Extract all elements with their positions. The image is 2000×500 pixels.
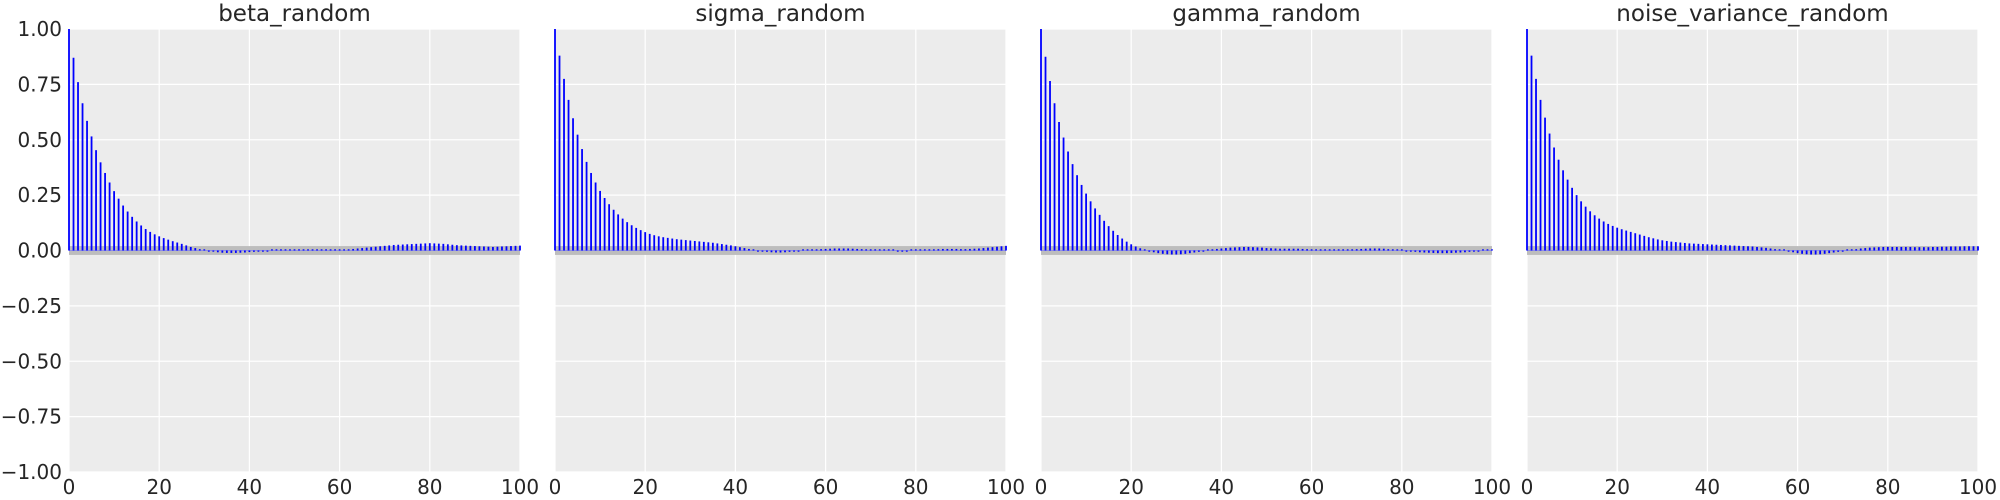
x-tick-label: 80	[1875, 475, 1900, 499]
x-tick-label: 20	[1118, 475, 1143, 499]
x-tick-label: 20	[632, 475, 657, 499]
x-tick-label: 0	[1521, 475, 1534, 499]
y-tick-label: −0.50	[1, 349, 62, 373]
x-tick-label: 40	[723, 475, 748, 499]
x-tick-label: 20	[146, 475, 171, 499]
acf-panel-2: gamma_random 0 20 40 60 80 100	[1035, 1, 1511, 499]
panel-title: noise_variance_random	[1616, 1, 1888, 27]
panel-title: beta_random	[218, 1, 371, 27]
x-tick-label: 20	[1604, 475, 1629, 499]
x-tick-label: 0	[63, 475, 76, 499]
x-tick-label: 80	[1389, 475, 1414, 499]
y-tick-label: −0.75	[1, 405, 62, 429]
x-tick-label: 60	[1299, 475, 1324, 499]
y-tick-label: 0.00	[17, 239, 62, 263]
x-tick-label: 40	[1209, 475, 1234, 499]
x-tick-label: 80	[903, 475, 928, 499]
acf-panel-0: beta_random 0 20 40 60 80 100 1.00 0.75 0.50 0.25 0…	[1, 1, 539, 499]
x-tick-label: 100	[1959, 475, 1997, 499]
panel-title: sigma_random	[695, 1, 865, 27]
x-tick-label: 80	[417, 475, 442, 499]
acf-panel-1: sigma_random 0 20 40 60 80 100	[549, 1, 1025, 499]
x-tick-label: 0	[549, 475, 562, 499]
y-tick-label: −0.25	[1, 294, 62, 318]
x-tick-label: 100	[987, 475, 1025, 499]
y-tick-label: 1.00	[17, 17, 62, 41]
acf-panel-3: noise_variance_random 0 20 40 60 80 100	[1521, 1, 1997, 499]
x-tick-label: 40	[237, 475, 262, 499]
x-tick-label: 60	[813, 475, 838, 499]
x-tick-label: 100	[501, 475, 539, 499]
x-tick-label: 40	[1695, 475, 1720, 499]
y-tick-label: 0.25	[17, 183, 62, 207]
x-tick-label: 0	[1035, 475, 1048, 499]
y-tick-label: 0.50	[17, 128, 62, 152]
y-tick-label: 0.75	[17, 72, 62, 96]
x-tick-label: 100	[1473, 475, 1511, 499]
x-tick-label: 60	[1785, 475, 1810, 499]
panel-title: gamma_random	[1172, 1, 1360, 27]
y-tick-label: −1.00	[1, 460, 62, 484]
x-tick-label: 60	[327, 475, 352, 499]
